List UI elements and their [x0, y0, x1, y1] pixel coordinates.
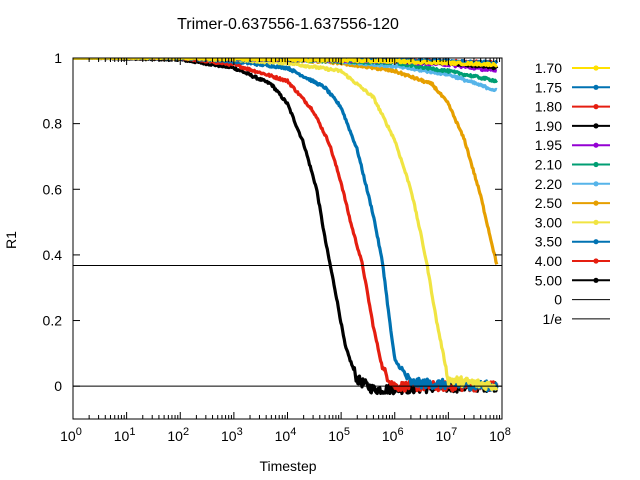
legend-marker — [593, 142, 599, 148]
legend-label: 5.00 — [535, 272, 562, 288]
series-line-3-50 — [73, 58, 499, 393]
legend-entry: 1/e — [543, 311, 610, 327]
legend-entry: 1.90 — [535, 118, 610, 134]
series-line-3-00 — [73, 58, 499, 392]
y-tick-label: 0.6 — [43, 181, 63, 197]
legend-label: 1.75 — [535, 79, 562, 95]
legend-entry: 2.50 — [535, 195, 610, 211]
legend-marker — [593, 123, 599, 129]
x-tick-label: 105 — [328, 426, 350, 444]
y-axis-label: R1 — [3, 231, 19, 249]
legend-entry: 1.95 — [535, 137, 610, 153]
legend-entry: 3.00 — [535, 214, 610, 230]
x-tick-label: 107 — [436, 426, 458, 444]
legend-marker — [593, 161, 599, 168]
y-tick-label: 0 — [54, 378, 62, 394]
legend-marker — [593, 277, 599, 283]
legend-entry: 1.80 — [535, 99, 610, 115]
x-tick-label: 108 — [489, 426, 511, 444]
legend-label: 4.00 — [535, 253, 562, 269]
x-axis: 100 101 102 103 104 105 106 107 108 — [60, 58, 511, 444]
legend-label: 1.70 — [535, 60, 562, 76]
y-tick-label: 1 — [54, 50, 62, 66]
legend-label: 1.80 — [535, 99, 562, 115]
chart-title: Trimer-0.637556-1.637556-120 — [177, 16, 399, 33]
x-tick-label: 101 — [114, 426, 136, 444]
legend-label: 3.50 — [535, 234, 562, 250]
y-tick-label: 0.8 — [43, 116, 63, 132]
legend-marker — [593, 200, 599, 206]
legend-entry: 3.50 — [535, 234, 610, 250]
plot-area — [72, 57, 503, 420]
series-line-4-00 — [73, 58, 499, 393]
legend-label: 1.95 — [535, 137, 562, 153]
legend-label: 2.10 — [535, 157, 562, 173]
legend-entry: 2.10 — [535, 157, 610, 173]
y-tick-label: 0.2 — [43, 313, 63, 329]
series-line-2-50 — [73, 58, 499, 265]
legend-entry: 5.00 — [535, 272, 610, 288]
legend-marker — [593, 239, 599, 245]
x-axis-label: Timestep — [259, 458, 316, 474]
legend-marker — [593, 84, 599, 90]
x-tick-label: 104 — [275, 426, 297, 444]
x-tick-label: 106 — [382, 426, 404, 444]
legend-label: 2.50 — [535, 195, 562, 211]
legend-entry: 0 — [554, 292, 610, 308]
legend-label: 2.20 — [535, 176, 562, 192]
legend-label: 3.00 — [535, 214, 562, 230]
plot-frame — [72, 57, 503, 420]
legend-entry: 4.00 — [535, 253, 610, 269]
legend-marker — [593, 219, 599, 225]
legend: 1.70 1.75 1.80 1.90 1.95 2.10 2.20 2.50 3.00 3.50… — [535, 60, 610, 327]
y-axis: 0 0.2 0.4 0.6 0.8 1 — [43, 50, 502, 394]
legend-entry: 1.70 — [535, 60, 610, 76]
y-tick-label: 0.4 — [43, 247, 63, 263]
legend-label: 1/e — [543, 311, 563, 327]
legend-marker — [593, 258, 599, 264]
series-group — [73, 58, 499, 396]
legend-marker — [593, 65, 599, 71]
legend-label: 0 — [554, 292, 562, 308]
legend-label: 1.90 — [535, 118, 562, 134]
x-tick-label: 100 — [60, 426, 82, 444]
x-tick-label: 102 — [167, 426, 189, 444]
legend-entry: 1.75 — [535, 79, 610, 95]
series-line-5-00 — [73, 58, 499, 396]
legend-marker — [593, 181, 599, 187]
legend-entry: 2.20 — [535, 176, 610, 192]
x-tick-label: 103 — [221, 426, 243, 444]
legend-marker — [593, 104, 599, 110]
